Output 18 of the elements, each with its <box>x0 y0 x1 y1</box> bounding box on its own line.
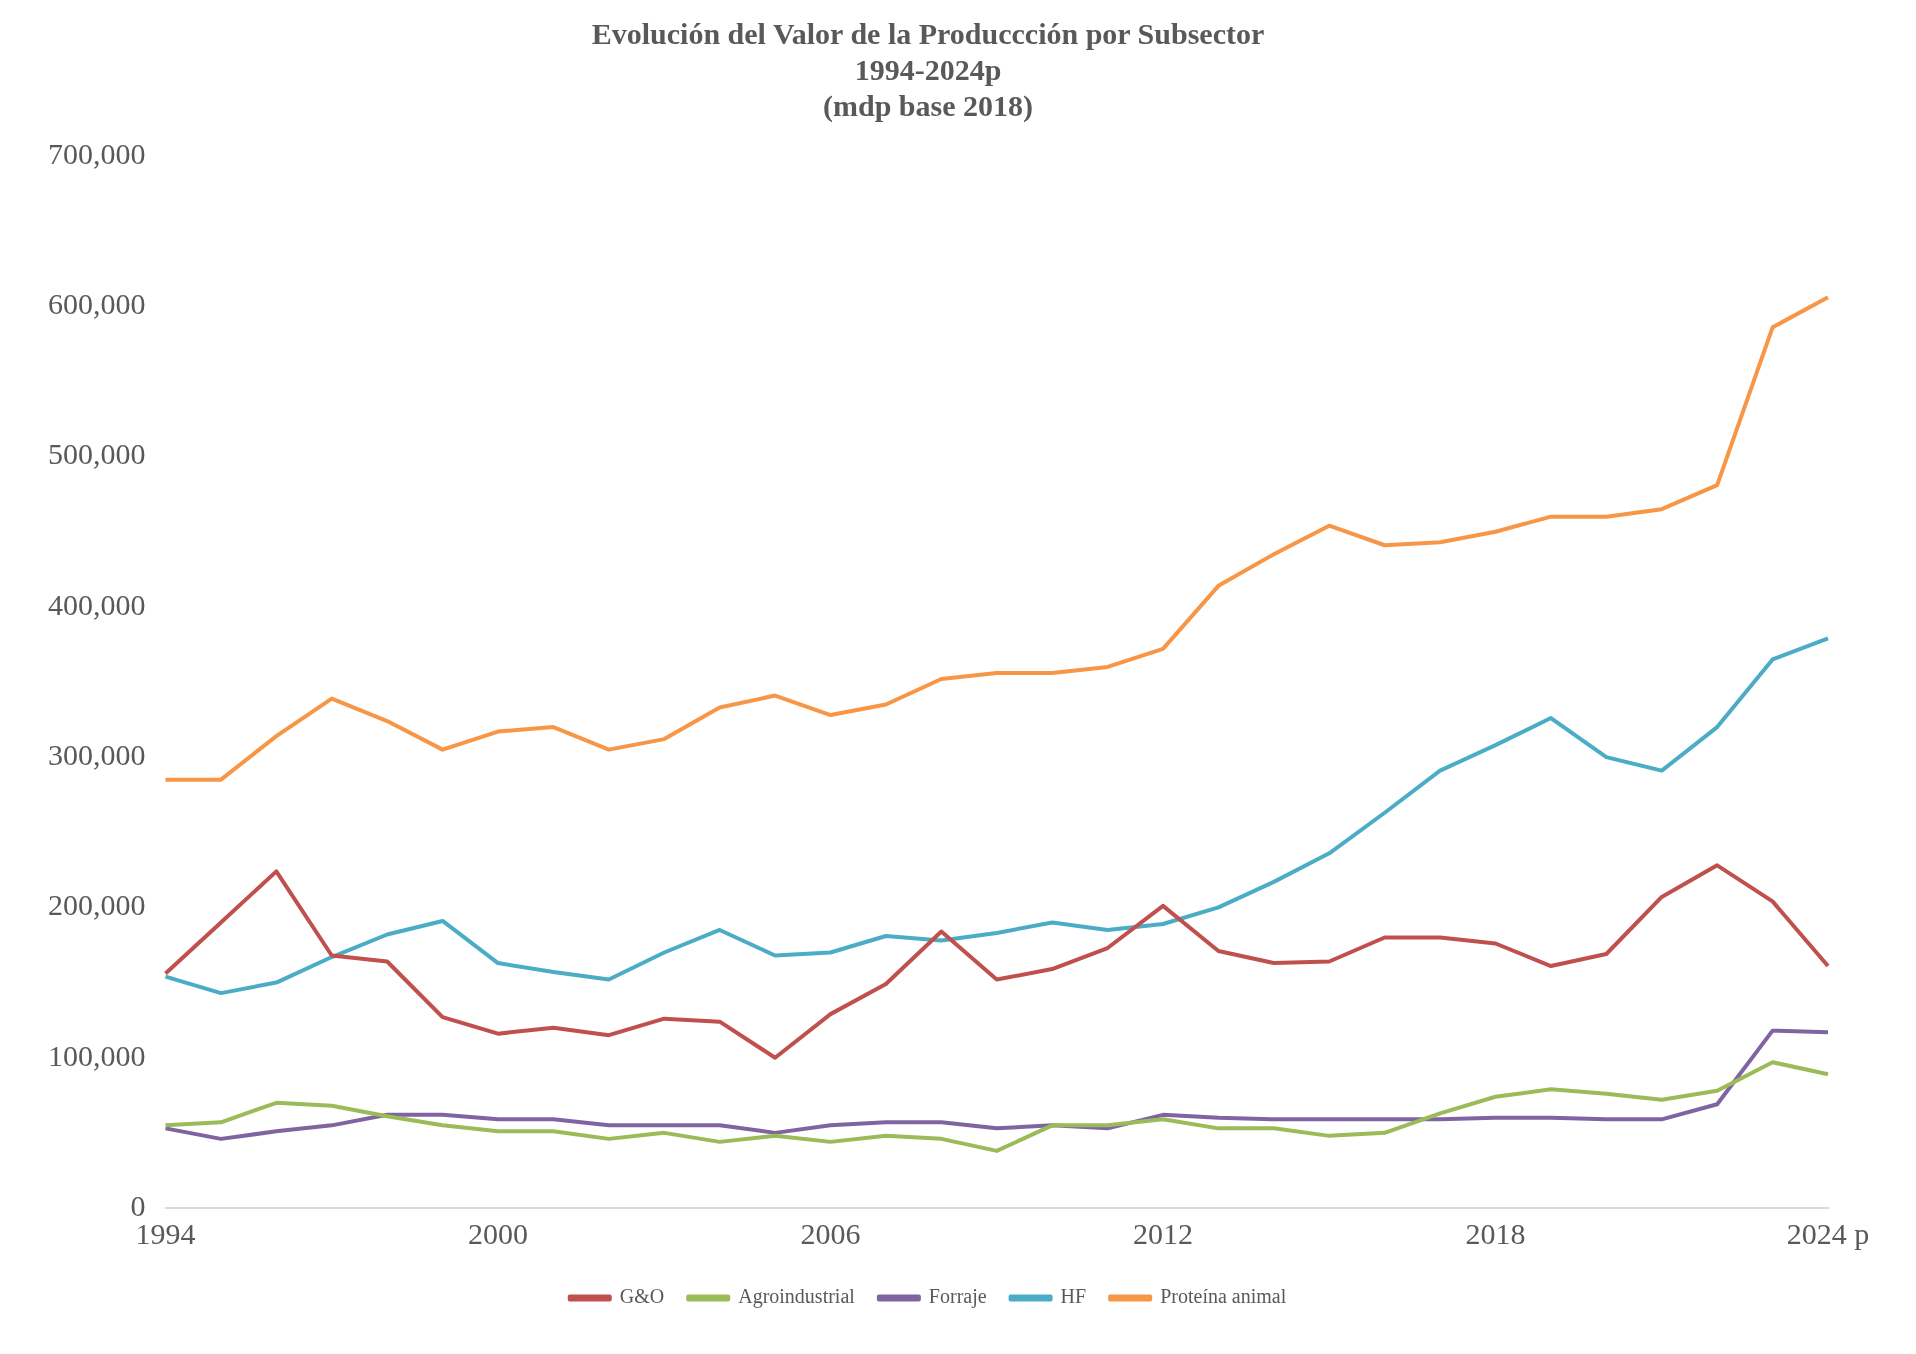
y-tick-label: 700,000 <box>48 136 146 170</box>
legend-label: Forraje <box>928 1285 987 1309</box>
legend-label: HF <box>1060 1285 1087 1308</box>
x-tick-label: 2012 <box>1133 1216 1193 1250</box>
y-tick-label: 500,000 <box>48 437 146 471</box>
legend-label: Agroindustrial <box>738 1285 856 1309</box>
y-tick-label: 200,000 <box>48 888 146 922</box>
x-tick-label: 2006 <box>800 1216 861 1250</box>
y-tick-label: 600,000 <box>48 287 146 321</box>
x-tick-label: 2024 p <box>1786 1216 1870 1250</box>
legend-label: Proteína animal <box>1160 1285 1287 1308</box>
x-tick-label: 2000 <box>468 1216 528 1250</box>
y-tick-label: 400,000 <box>48 587 146 621</box>
y-tick-label: 300,000 <box>48 738 146 772</box>
chart-title: Evolución del Valor de la Produccción por Subsector 1994-2024p (mdp base 2018) <box>591 16 1265 123</box>
x-tick-label: 2018 <box>1465 1216 1526 1250</box>
legend-label: G&O <box>619 1285 665 1308</box>
y-tick-label: 100,000 <box>48 1038 146 1072</box>
